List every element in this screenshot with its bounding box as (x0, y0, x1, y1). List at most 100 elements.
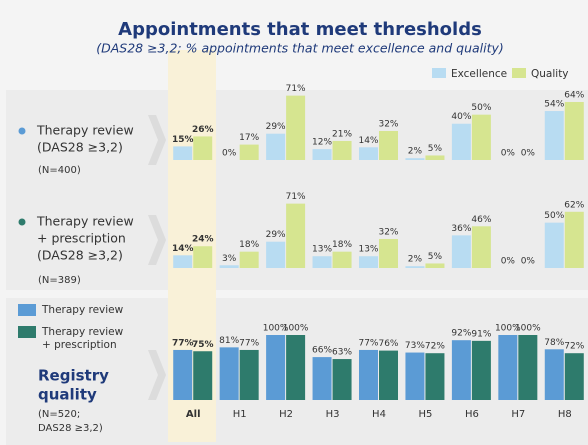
panel-note: (N=400) (38, 165, 81, 176)
value-label: 76% (378, 339, 398, 349)
bar (359, 349, 378, 400)
bar (471, 114, 491, 160)
bullet (18, 127, 26, 135)
value-label: 14% (358, 136, 378, 146)
value-label: 26% (192, 125, 214, 135)
legend-swatch (18, 304, 36, 316)
value-label: 73% (405, 341, 425, 351)
bar (379, 130, 398, 160)
value-label: 0% (222, 149, 237, 159)
value-label: 18% (239, 240, 259, 250)
value-label: 32% (378, 119, 398, 129)
panel-note: (N=520; (38, 409, 80, 420)
bar (286, 95, 306, 160)
panel-note: (N=389) (38, 275, 81, 286)
bar (405, 352, 425, 400)
bar (193, 246, 213, 268)
panel-label: (DAS28 ≥3,2) (37, 248, 123, 263)
value-label: 12% (312, 138, 332, 148)
bar (564, 353, 584, 400)
x-tick-label: H6 (465, 409, 479, 420)
value-label: 0% (521, 257, 536, 267)
bar (405, 158, 425, 160)
bar (312, 149, 332, 160)
panel-label: (DAS28 ≥3,2) (37, 140, 123, 155)
value-label: 92% (451, 329, 471, 339)
value-label: 0% (521, 149, 536, 159)
x-tick-label: H8 (558, 409, 572, 420)
legend-label: Quality (531, 68, 569, 80)
value-label: 71% (286, 192, 306, 202)
bar (544, 349, 564, 400)
bar (239, 349, 259, 400)
value-label: 32% (378, 227, 398, 237)
panel-label: Therapy review (36, 123, 134, 138)
value-label: 78% (544, 338, 564, 348)
legend-label: Therapy review (41, 326, 124, 338)
legend-label: Therapy review (41, 304, 124, 316)
bullet (18, 218, 26, 226)
value-label: 77% (358, 338, 378, 348)
chevron (148, 115, 166, 165)
bar (451, 340, 471, 400)
value-label: 46% (471, 215, 491, 225)
bar (239, 251, 259, 268)
x-tick-label: H2 (279, 409, 293, 420)
value-label: 24% (192, 235, 214, 245)
value-label: 63% (332, 348, 352, 358)
bar (544, 222, 564, 268)
panel-label: quality (38, 386, 97, 404)
bar (564, 101, 584, 160)
value-label: 0% (501, 257, 516, 267)
bar (173, 146, 193, 160)
bar (332, 140, 352, 160)
bar (332, 251, 352, 268)
value-label: 29% (266, 122, 286, 132)
x-tick-label: All (186, 409, 201, 420)
bar (266, 335, 286, 400)
bar (193, 136, 213, 160)
panel-note: DAS28 ≥3,2) (38, 423, 103, 434)
value-label: 50% (544, 211, 564, 221)
chart-subtitle: (DAS28 ≥3,2; % appointments that meet ex… (96, 41, 504, 56)
bar (425, 263, 445, 268)
value-label: 75% (192, 340, 214, 350)
bar (379, 238, 398, 268)
panel-label: Registry (38, 367, 109, 385)
value-label: 13% (358, 245, 378, 255)
bar (219, 347, 239, 400)
bar (266, 133, 286, 160)
bar (219, 265, 239, 268)
chevron (148, 215, 166, 265)
value-label: 0% (501, 149, 516, 159)
legend-label: Excellence (451, 68, 507, 80)
value-label: 50% (471, 103, 491, 113)
value-label: 62% (564, 200, 584, 210)
bar (173, 349, 193, 400)
panel-label: + prescription (37, 231, 126, 246)
legend-label: + prescription (42, 339, 117, 351)
value-label: 66% (312, 346, 332, 356)
bar (312, 256, 332, 268)
bar (425, 155, 445, 160)
value-label: 100% (283, 324, 309, 334)
bar (266, 241, 286, 268)
value-label: 3% (222, 254, 237, 264)
bar (239, 144, 259, 160)
bar (286, 203, 306, 268)
value-label: 54% (544, 100, 564, 110)
x-tick-label: H5 (418, 409, 432, 420)
value-label: 21% (332, 129, 352, 139)
bar (451, 235, 471, 268)
value-label: 100% (515, 324, 541, 334)
value-label: 36% (451, 224, 471, 234)
bar (359, 147, 378, 160)
bar (405, 266, 425, 268)
bar (332, 359, 352, 400)
value-label: 100% (495, 324, 521, 334)
legend-swatch (18, 326, 36, 338)
value-label: 81% (219, 336, 239, 346)
legend-swatch (512, 68, 526, 78)
bar (544, 111, 564, 160)
